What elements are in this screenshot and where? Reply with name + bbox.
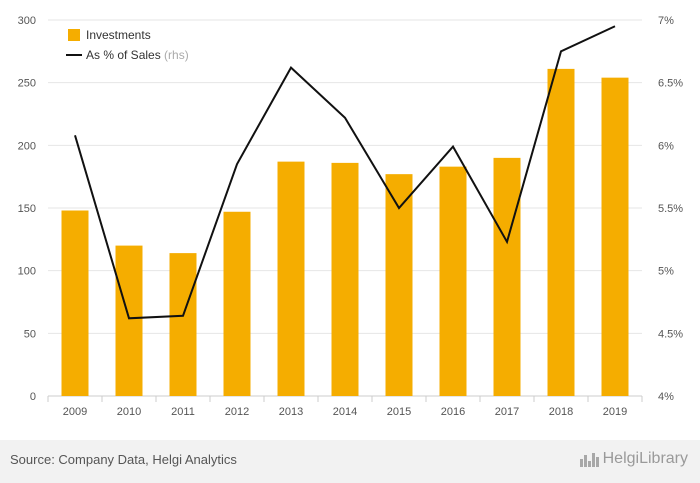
bar: [169, 253, 197, 396]
legend-label-investments: Investments: [86, 28, 151, 42]
bar: [331, 162, 359, 396]
y-left-tick-label: 50: [24, 328, 36, 340]
bar: [493, 157, 521, 396]
bar: [115, 245, 143, 396]
y-left-tick-label: 200: [18, 140, 36, 152]
y-left-tick-label: 150: [18, 203, 36, 215]
bar: [439, 166, 467, 396]
x-tick-label: 2009: [63, 406, 87, 418]
x-tick-label: 2014: [333, 406, 357, 418]
y-right-tick-label: 6.5%: [658, 78, 683, 90]
y-left-tick-label: 0: [30, 391, 36, 403]
bar: [223, 211, 251, 396]
legend-label-pct-sales: As % of Sales (rhs): [86, 48, 189, 62]
x-tick-label: 2010: [117, 406, 141, 418]
y-right-tick-label: 5%: [658, 266, 674, 278]
bar: [61, 210, 89, 396]
chart-svg: 0 50 100 150 200 250 300 4% 4.5% 5% 5.5% 6% 6.5% 7% 20…: [18, 15, 684, 418]
footer: Source: Company Data, Helgi Analytics He…: [0, 440, 700, 483]
bar: [601, 77, 629, 397]
x-tick-label: 2016: [441, 406, 465, 418]
x-tick-label: 2013: [279, 406, 303, 418]
x-tick-label: 2011: [171, 406, 195, 418]
y-left-tick-label: 250: [18, 78, 36, 90]
brand-name: HelgiLibrary: [602, 450, 688, 467]
bar: [277, 161, 305, 396]
bar: [547, 68, 575, 396]
y-left-tick-label: 100: [18, 266, 36, 278]
y-right-tick-label: 6%: [658, 140, 674, 152]
bar: [385, 174, 413, 396]
library-icon: [579, 451, 599, 467]
y-right-tick-label: 7%: [658, 15, 674, 27]
y-left-tick-label: 300: [18, 15, 36, 27]
brand-logo: HelgiLibrary: [579, 450, 688, 468]
x-tick-label: 2015: [387, 406, 411, 418]
y-right-tick-label: 5.5%: [658, 203, 683, 215]
y-right-tick-label: 4.5%: [658, 328, 683, 340]
x-tick-label: 2019: [603, 406, 627, 418]
y-right-tick-label: 4%: [658, 391, 674, 403]
x-tick-label: 2017: [495, 406, 519, 418]
legend-rhs-note: (rhs): [164, 48, 189, 62]
x-tick-label: 2012: [225, 406, 249, 418]
x-tick-label: 2018: [549, 406, 573, 418]
legend-swatch-bar: [68, 29, 80, 41]
chart: 0 50 100 150 200 250 300 4% 4.5% 5% 5.5% 6% 6.5% 7% 20…: [18, 15, 684, 418]
source-note: Source: Company Data, Helgi Analytics: [10, 452, 237, 467]
